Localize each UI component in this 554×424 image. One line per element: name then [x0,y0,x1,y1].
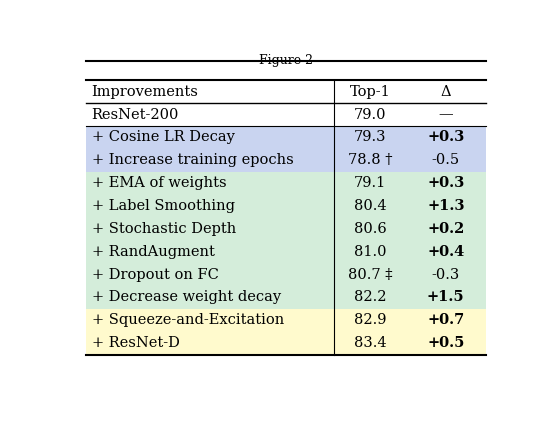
Text: +0.5: +0.5 [427,336,464,350]
Text: +0.4: +0.4 [427,245,464,259]
Text: 82.9: 82.9 [353,313,386,327]
Text: +0.2: +0.2 [427,222,464,236]
Bar [86,332,486,354]
Text: -0.5: -0.5 [432,153,460,167]
Bar [86,126,486,149]
Text: + Stochastic Depth: + Stochastic Depth [91,222,236,236]
Text: + Cosine LR Decay: + Cosine LR Decay [91,131,234,145]
Bar [86,240,486,263]
Text: +1.5: +1.5 [427,290,465,304]
Text: + Dropout on FC: + Dropout on FC [91,268,218,282]
Text: + ResNet-D: + ResNet-D [91,336,179,350]
Bar [86,103,486,126]
Text: 83.4: 83.4 [353,336,386,350]
Text: 79.0: 79.0 [353,108,386,122]
Text: Improvements: Improvements [91,85,198,99]
Text: + EMA of weights: + EMA of weights [91,176,226,190]
Text: —: — [438,108,453,122]
Text: 80.6: 80.6 [353,222,386,236]
Text: 78.8 †: 78.8 † [348,153,392,167]
Text: Figure 2: Figure 2 [259,54,313,67]
Bar [86,286,486,309]
Text: + Label Smoothing: + Label Smoothing [91,199,234,213]
Text: +0.7: +0.7 [427,313,464,327]
Bar [86,80,486,103]
Text: 79.1: 79.1 [354,176,386,190]
Text: 82.2: 82.2 [353,290,386,304]
Text: +0.3: +0.3 [427,176,464,190]
Bar [86,218,486,240]
Text: + Squeeze-and-Excitation: + Squeeze-and-Excitation [91,313,284,327]
Text: +1.3: +1.3 [427,199,465,213]
Text: 80.7 ‡: 80.7 ‡ [348,268,392,282]
Text: -0.3: -0.3 [432,268,460,282]
Text: 79.3: 79.3 [353,131,386,145]
Text: + Decrease weight decay: + Decrease weight decay [91,290,281,304]
Bar [86,263,486,286]
Bar [86,309,486,332]
Bar [86,195,486,218]
Text: +0.3: +0.3 [427,131,464,145]
Text: 81.0: 81.0 [353,245,386,259]
Text: Δ: Δ [440,85,451,99]
Bar [86,149,486,172]
Text: + RandAugment: + RandAugment [91,245,214,259]
Text: ResNet-200: ResNet-200 [91,108,179,122]
Text: 80.4: 80.4 [353,199,386,213]
Text: + Increase training epochs: + Increase training epochs [91,153,293,167]
Bar [86,172,486,195]
Text: Top-1: Top-1 [350,85,391,99]
